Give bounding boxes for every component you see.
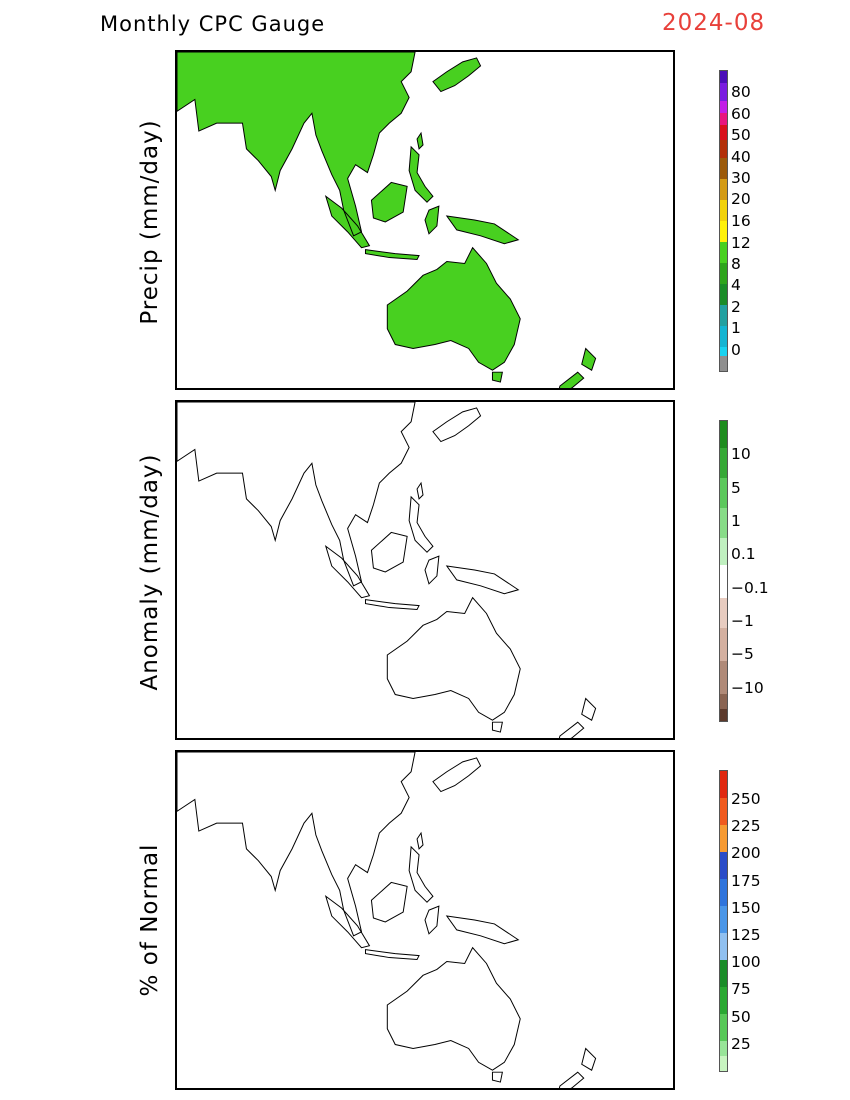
anomaly-map: [175, 400, 675, 740]
percent-tick: 200: [731, 844, 761, 862]
precip-map: [175, 50, 675, 390]
anomaly-tick: −5: [731, 645, 754, 663]
figure-date: 2024-08: [662, 10, 766, 36]
percent-tick: 225: [731, 817, 761, 835]
anomaly-tick: 1: [731, 512, 741, 530]
anomaly-tick: 5: [731, 479, 741, 497]
anomaly-tick: −1: [731, 612, 754, 630]
anomaly-tick: 0.1: [731, 545, 756, 563]
percent-tick: 25: [731, 1035, 751, 1053]
anomaly-tick: 10: [731, 445, 751, 463]
anomaly-ylabel: Anomaly (mm/day): [137, 453, 163, 691]
percent-tick: 150: [731, 899, 761, 917]
percent-tick: 175: [731, 872, 761, 890]
percent-tick: 250: [731, 790, 761, 808]
precip-tick: 80: [731, 83, 751, 101]
precip-tick: 2: [731, 298, 741, 316]
precip-tick: 50: [731, 126, 751, 144]
precip-tick: 30: [731, 169, 751, 187]
precip-ylabel: Precip (mm/day): [137, 119, 163, 325]
percent-ylabel: % of Normal: [137, 843, 163, 997]
figure-title: Monthly CPC Gauge: [100, 12, 326, 36]
precip-tick: 20: [731, 190, 751, 208]
precip-tick: 12: [731, 234, 751, 252]
anomaly-tick: −10: [731, 679, 764, 697]
precip-tick: 16: [731, 212, 751, 230]
percent-tick: 75: [731, 980, 751, 998]
precip-tick: 40: [731, 148, 751, 166]
percent-colorbar: [719, 770, 728, 1072]
precip-tick: 1: [731, 319, 741, 337]
anomaly-colorbar: [719, 420, 728, 722]
percent-tick: 100: [731, 953, 761, 971]
precip-tick: 0: [731, 341, 741, 359]
precip-colorbar: [719, 70, 728, 372]
anomaly-tick: −0.1: [731, 579, 769, 597]
percent-map: [175, 750, 675, 1090]
precip-tick: 8: [731, 255, 741, 273]
percent-tick: 50: [731, 1008, 751, 1026]
precip-tick: 4: [731, 276, 741, 294]
percent-tick: 125: [731, 926, 761, 944]
precip-tick: 60: [731, 105, 751, 123]
